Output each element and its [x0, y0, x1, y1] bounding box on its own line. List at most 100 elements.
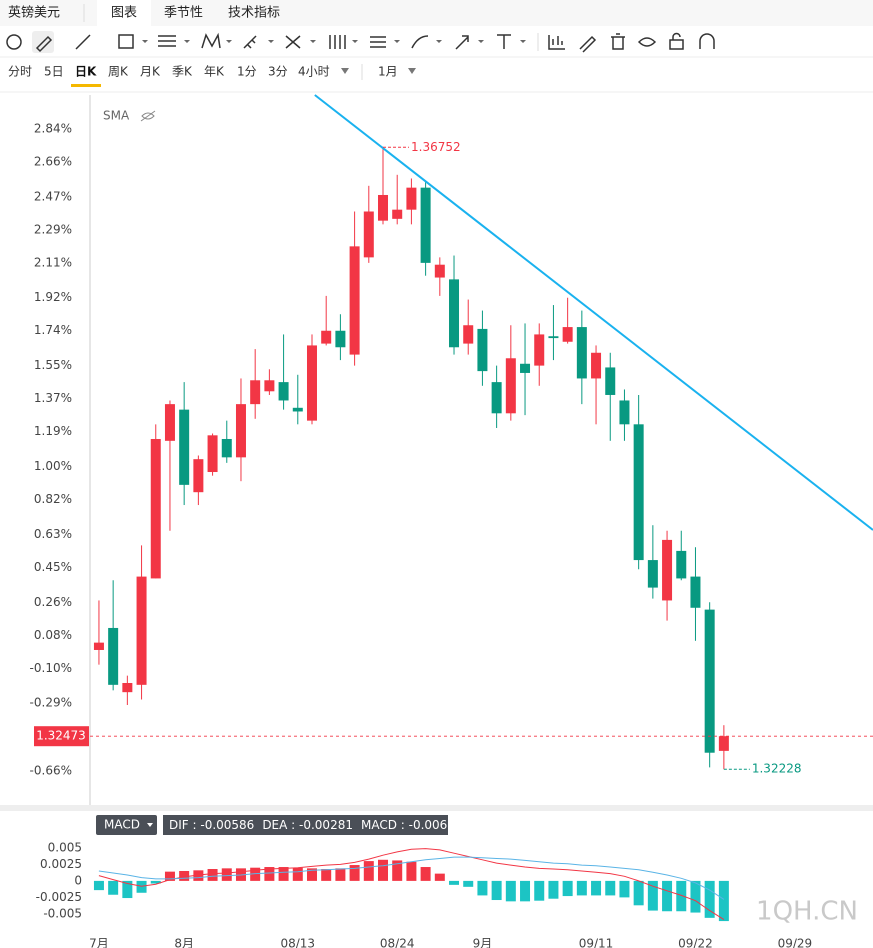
period[interactable]: 分时 — [8, 65, 32, 79]
y-tick-label: 0.82% — [34, 492, 72, 506]
icon[interactable] — [411, 35, 429, 49]
y-tick-label: 1.55% — [34, 358, 72, 372]
active-tab-bg — [97, 0, 151, 26]
period[interactable]: 日K — [75, 65, 97, 79]
period[interactable]: 年K — [204, 65, 225, 79]
toolbar — [6, 31, 715, 53]
period[interactable]: 3分 — [268, 65, 288, 79]
legend: DIF : -0.00586 DEA : -0.00281 MACD : -0.00… — [169, 818, 463, 832]
period[interactable]: 周K — [108, 65, 129, 79]
macd-bar — [363, 861, 374, 881]
candle-body — [122, 682, 133, 693]
candle-body — [534, 334, 545, 366]
candle-body — [378, 194, 389, 221]
y-tick-label: 0.63% — [34, 527, 72, 541]
y-tick-label: -0.005 — [43, 906, 82, 920]
icon[interactable] — [672, 32, 681, 40]
macd-bar — [491, 880, 502, 901]
y-tick-label: 2.66% — [34, 154, 72, 168]
icon[interactable] — [6, 34, 22, 50]
candle-body — [321, 330, 332, 344]
icon[interactable] — [35, 35, 53, 53]
high-label: 1.36752 — [411, 140, 461, 154]
macd-bar — [420, 867, 431, 881]
macd-bar — [718, 880, 729, 922]
y-tick-label: 1.74% — [34, 323, 72, 337]
sep: : — [397, 818, 409, 832]
y-tick-label: 2.84% — [34, 121, 72, 135]
macd-bar — [278, 867, 289, 881]
icon[interactable] — [370, 36, 386, 48]
period[interactable]: 季K — [172, 65, 193, 79]
icon[interactable] — [699, 33, 715, 49]
range[interactable]: 1月 — [378, 65, 398, 79]
macd-bar — [292, 867, 303, 881]
low-label: 1.32228 — [752, 762, 802, 776]
period[interactable]: 月K — [140, 65, 161, 79]
candle-body — [690, 576, 701, 608]
legend-name: DIF — [169, 818, 189, 832]
macd-bar — [690, 880, 701, 913]
candle-body — [591, 352, 602, 379]
icon[interactable] — [637, 37, 657, 47]
icon[interactable] — [75, 34, 91, 50]
icon[interactable] — [243, 35, 257, 49]
candle-body — [164, 404, 175, 441]
icon[interactable] — [329, 35, 346, 49]
macd-chart: 0.005 0.0025 0 -0.0025 -0.005 — [36, 840, 729, 922]
candle-body — [647, 560, 658, 588]
macd-line — [98, 848, 725, 921]
y-tick-label: 0.0025 — [40, 857, 82, 871]
macd-bar — [335, 868, 346, 881]
candle-body — [676, 550, 687, 579]
macd-bar — [520, 880, 531, 902]
y-tick-label: 1.00% — [34, 459, 72, 473]
icon[interactable] — [548, 35, 565, 50]
trendline[interactable] — [314, 94, 873, 531]
macd-bar — [449, 880, 460, 885]
macd-bar — [576, 880, 587, 896]
macd-bar — [605, 880, 616, 896]
candle-body — [193, 459, 204, 493]
y-tick-label: 1.37% — [34, 391, 72, 405]
icon[interactable] — [497, 34, 511, 49]
icon[interactable] — [669, 39, 684, 50]
hide-icon[interactable] — [140, 110, 156, 122]
period[interactable]: 1分 — [237, 65, 257, 79]
icon[interactable] — [285, 35, 301, 49]
indicator-name[interactable]: MACD — [104, 818, 140, 832]
icon[interactable] — [118, 34, 134, 49]
macd-bar — [406, 861, 417, 881]
tab[interactable]: 技术指标 — [228, 6, 280, 21]
candle-body — [633, 424, 644, 561]
legend-box — [163, 815, 448, 835]
period[interactable]: 5日 — [44, 65, 64, 79]
candle-body — [420, 187, 431, 263]
legend-value: -0.00281 — [299, 818, 353, 832]
y-tick-label: -0.29% — [30, 696, 72, 710]
symbol[interactable]: 英镑美元 — [8, 5, 60, 21]
active-underline — [71, 84, 101, 87]
candle-body — [449, 279, 460, 348]
candle-body — [363, 211, 374, 258]
period[interactable]: 4小时 — [298, 65, 330, 79]
icon[interactable] — [579, 35, 597, 53]
macd-bar — [562, 880, 573, 897]
candle-body — [264, 380, 275, 392]
indicator-dropdown[interactable] — [96, 815, 157, 835]
candle-body — [278, 382, 289, 401]
icon[interactable] — [611, 33, 625, 50]
candle-body — [235, 404, 246, 458]
macd-bar — [321, 869, 332, 881]
candle-body — [463, 325, 474, 344]
tab[interactable]: 季节性 — [164, 6, 203, 21]
y-tick-label: 1.92% — [34, 290, 72, 304]
sep: : — [189, 818, 201, 832]
macd-bar — [633, 880, 644, 906]
icon[interactable] — [455, 35, 469, 50]
tab[interactable]: 图表 — [111, 6, 137, 21]
macd-bar — [434, 873, 445, 881]
icon[interactable] — [201, 32, 221, 49]
icon[interactable] — [158, 35, 176, 47]
x-tick-label: 09/11 — [579, 937, 614, 948]
